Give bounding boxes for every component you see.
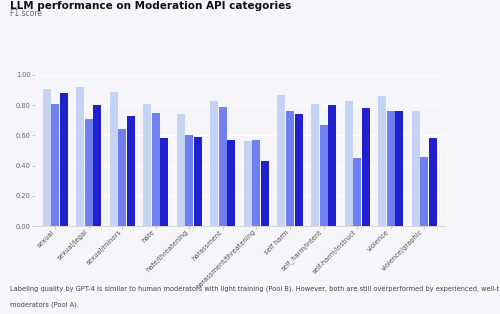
Bar [177, 114, 185, 226]
Bar [320, 125, 328, 226]
Bar [76, 87, 84, 226]
Bar [412, 111, 420, 226]
Bar [84, 119, 92, 226]
Bar [286, 111, 294, 226]
Bar [186, 135, 194, 226]
Bar [420, 157, 428, 226]
Text: moderators (Pool A).: moderators (Pool A). [10, 301, 79, 308]
Bar [328, 105, 336, 226]
Bar [228, 140, 235, 226]
Bar [428, 138, 437, 226]
Bar [261, 161, 269, 226]
Bar [160, 138, 168, 226]
Bar [194, 137, 202, 226]
Bar [362, 108, 370, 226]
Bar [294, 114, 302, 226]
Text: LLM performance on Moderation API categories: LLM performance on Moderation API catego… [10, 1, 292, 11]
Bar [51, 104, 59, 226]
Bar [127, 116, 135, 226]
Text: Labeling quality by GPT-4 is similar to human moderators with light training (Po: Labeling quality by GPT-4 is similar to … [10, 285, 500, 292]
Bar [42, 89, 50, 226]
Bar [60, 93, 68, 226]
Bar [244, 141, 252, 226]
Bar [93, 105, 102, 226]
Text: F1 score: F1 score [10, 8, 42, 18]
Bar [311, 104, 319, 226]
Bar [252, 140, 260, 226]
Bar [353, 158, 361, 226]
Bar [143, 104, 152, 226]
Bar [219, 107, 227, 226]
Bar [395, 111, 403, 226]
Bar [110, 91, 118, 226]
Bar [386, 111, 394, 226]
Bar [118, 129, 126, 226]
Bar [378, 96, 386, 226]
Bar [344, 100, 352, 226]
Bar [210, 100, 218, 226]
Bar [152, 113, 160, 226]
Bar [278, 95, 285, 226]
